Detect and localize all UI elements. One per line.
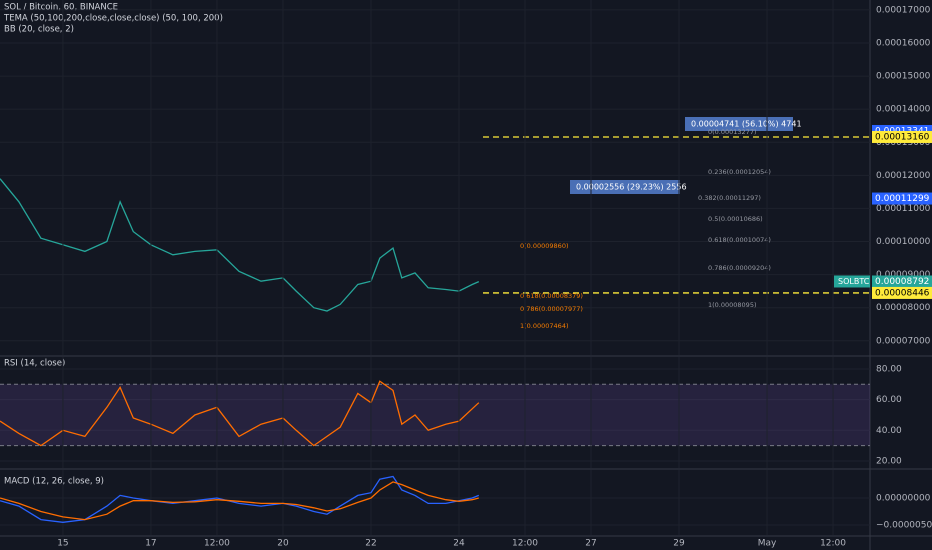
price-badge bbox=[872, 286, 932, 299]
price-badge bbox=[872, 275, 932, 288]
x-tick-label: 24 bbox=[453, 539, 465, 549]
y-tick-label: 0.00014000 bbox=[876, 105, 931, 115]
y-tick-label: 0.00007000 bbox=[876, 336, 931, 346]
y-tick-label: 0.00009000 bbox=[876, 270, 931, 280]
annotation: 0.5(0.00010686) bbox=[708, 215, 763, 223]
price-badge-label: 0.00013160 bbox=[875, 132, 930, 142]
x-tick-label: 15 bbox=[57, 539, 68, 549]
price-badge-label: 0.00011299 bbox=[875, 194, 930, 204]
x-tick-label: 20 bbox=[277, 539, 289, 549]
annotation: 0.786(0.00009204) bbox=[708, 264, 771, 272]
y-tick-label: 0.00017000 bbox=[876, 5, 931, 15]
price-badge bbox=[872, 130, 932, 143]
pane-title: MACD (12, 26, close, 9) bbox=[4, 477, 104, 487]
series-line bbox=[0, 481, 479, 521]
y-tick-label: 0.00015000 bbox=[876, 72, 931, 82]
y-tick-label: 0.00008000 bbox=[876, 303, 931, 313]
x-tick-label: 22 bbox=[365, 539, 376, 549]
y-tick-label: 0.00012000 bbox=[876, 171, 931, 181]
annotation: 0.786(0.00007977) bbox=[520, 305, 583, 313]
x-tick-label: 17 bbox=[145, 539, 156, 549]
series-line bbox=[0, 380, 480, 447]
y-tick-label: −0.00000500 bbox=[876, 521, 932, 531]
pane-title: RSI (14, close) bbox=[4, 359, 65, 369]
price-badge bbox=[872, 192, 932, 205]
annotation: 0.618(0.00008379) bbox=[520, 292, 583, 300]
y-tick-label: 40.00 bbox=[876, 426, 902, 436]
annotation: 0.618(0.00010074) bbox=[708, 236, 771, 244]
y-tick-label: 0.00016000 bbox=[876, 39, 931, 49]
x-tick-label: 29 bbox=[673, 539, 685, 549]
annotation: 0.00004741 (56.10%) 4741 bbox=[691, 120, 802, 129]
y-tick-label: 0.00010000 bbox=[876, 237, 931, 247]
chart-title: SOL / Bitcoin, 60, BINANCE bbox=[4, 3, 118, 13]
annotation: 0.382(0.00011297) bbox=[698, 194, 761, 202]
price-badge-label: 0.00008792 bbox=[875, 277, 929, 287]
annotation: 0.236(0.00012054) bbox=[708, 168, 771, 176]
y-tick-label: 80.00 bbox=[876, 364, 902, 374]
x-tick-label: May bbox=[758, 539, 777, 549]
series-line bbox=[0, 178, 480, 312]
symbol-badge bbox=[834, 275, 870, 288]
annotation: 1(0.00008095) bbox=[708, 301, 757, 309]
annotation: 0.00002556 (29.23%) 2556 bbox=[576, 183, 687, 192]
indicator-label: BB (20, close, 2) bbox=[4, 25, 74, 35]
rsi-band bbox=[0, 384, 870, 446]
x-tick-label: 12:00 bbox=[512, 539, 538, 549]
measure-box bbox=[570, 180, 680, 194]
x-tick-label: 12:00 bbox=[820, 539, 846, 549]
annotation: 0(0.00013277) bbox=[708, 128, 757, 136]
series-line bbox=[0, 475, 480, 523]
annotation: 1(0.00007464) bbox=[520, 322, 569, 330]
price-badge-label: 0.00008446 bbox=[875, 288, 930, 298]
y-tick-label: 0.00000000 bbox=[876, 494, 931, 504]
y-tick-label: 0.00011000 bbox=[876, 204, 931, 214]
annotation: 0(0.00009860) bbox=[520, 242, 569, 250]
y-tick-label: 60.00 bbox=[876, 395, 902, 405]
indicator-label: TEMA (50,100,200,close,close,close) (50,… bbox=[3, 14, 223, 24]
x-tick-label: 12:00 bbox=[204, 539, 230, 549]
x-tick-label: 27 bbox=[585, 539, 596, 549]
measure-box bbox=[685, 117, 793, 131]
y-tick-label: 20.00 bbox=[876, 456, 902, 466]
symbol-label: SOLBTC bbox=[838, 277, 870, 286]
